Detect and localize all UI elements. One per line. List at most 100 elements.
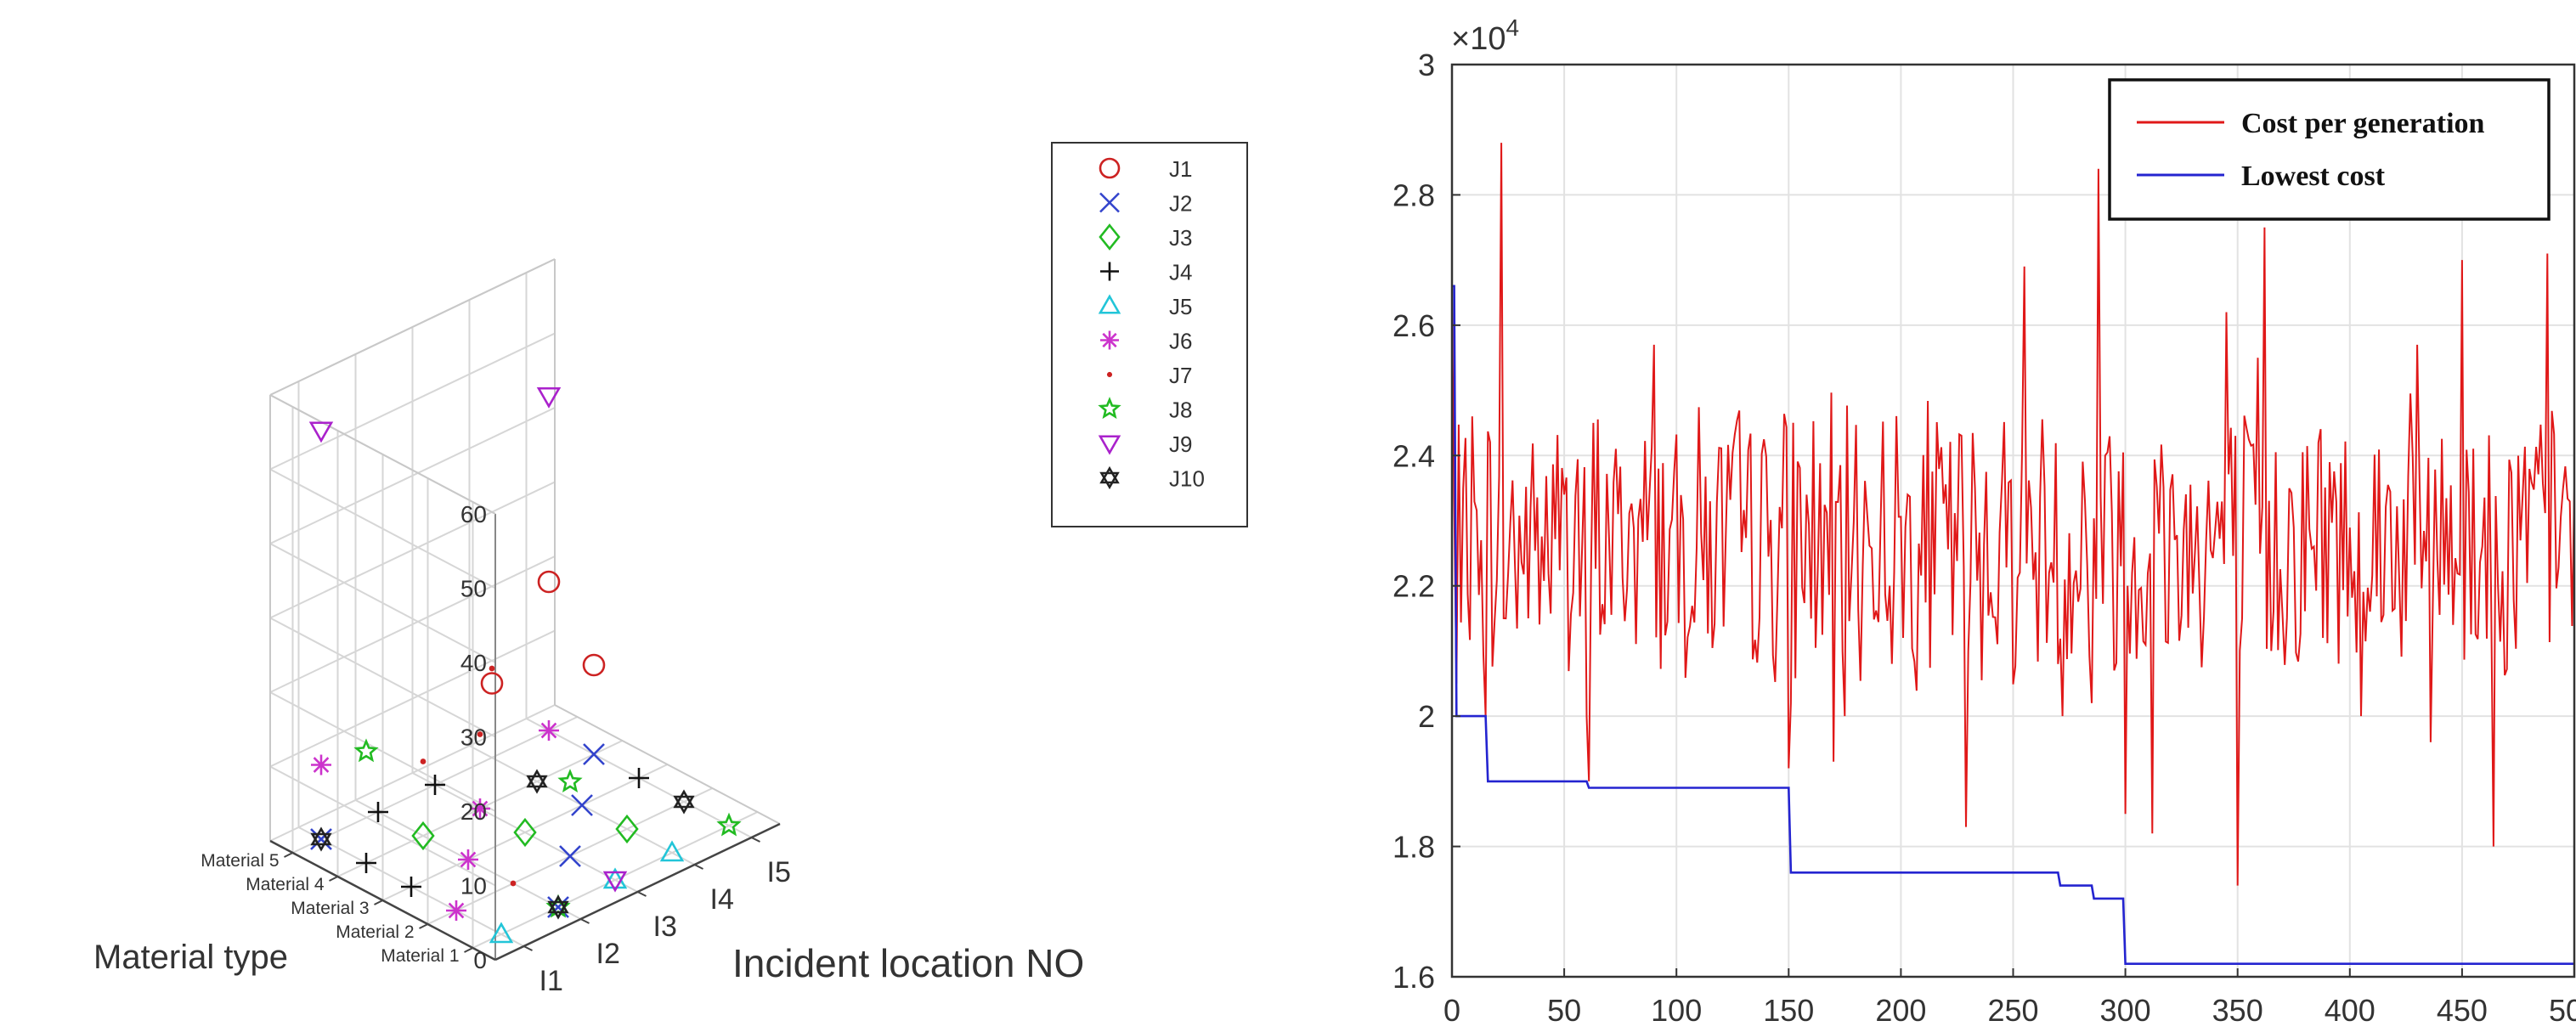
back-wall-grid-line [269, 555, 556, 693]
marker-j10 [526, 769, 548, 794]
marker-j3 [513, 817, 537, 848]
y-tick-label: Material 2 [336, 922, 414, 942]
legend-marker [1098, 435, 1121, 455]
line-tick-labels: 0 50 100 150 200 250 300 350 400 450 500 1.6 1.8 2 2.2… [1393, 48, 2576, 1028]
y-tick-mark [374, 899, 383, 905]
x-tick-mark [694, 864, 703, 870]
marker-j5 [489, 922, 514, 944]
marker-shape [477, 731, 483, 737]
y-tick-mark [419, 923, 428, 929]
y-tick-label: 2.6 [1393, 308, 1435, 343]
box-edge [269, 394, 496, 515]
marker-j2 [547, 896, 569, 918]
legend-marker [1099, 465, 1120, 490]
plot-frame [1450, 63, 2576, 978]
x-tick-label: I2 [596, 938, 620, 970]
x-tick-label: 450 [2437, 993, 2488, 1028]
x-tick-label: 400 [2325, 993, 2375, 1028]
z-tick-label: 0 [473, 947, 487, 973]
back-wall-grid-line [269, 407, 556, 544]
y-tick-label: Material 1 [381, 946, 459, 966]
marker-j10 [547, 894, 569, 920]
legend-label: J8 [1169, 398, 1192, 423]
marker-shape [537, 570, 561, 594]
marker-shape [602, 871, 628, 893]
marker-stroke [547, 896, 569, 918]
svg-text:×104: ×104 [1451, 14, 1519, 57]
marker-shape [547, 894, 569, 914]
marker-shape [659, 840, 685, 862]
marker-j4 [356, 853, 376, 873]
scatter3d-axes [269, 258, 781, 962]
marker-shape [1098, 435, 1121, 455]
scatter3d-markers [308, 386, 742, 944]
scatter3d-grid [269, 258, 758, 961]
legend-label: J2 [1169, 191, 1192, 217]
x-tick-label: 150 [1763, 993, 1814, 1028]
marker-stroke [460, 851, 477, 868]
z-tick-label: 30 [460, 725, 487, 751]
marker-stroke [448, 902, 465, 919]
line-axes-frame [1450, 63, 2576, 978]
back-wall-grid-line [269, 481, 556, 619]
side-wall-grid-line [269, 691, 496, 812]
marker-stroke [1099, 192, 1120, 213]
marker-j1 [582, 653, 606, 677]
x-tick-label: I4 [710, 883, 734, 916]
marker-shape [489, 922, 514, 944]
marker-j7 [510, 880, 517, 887]
marker-shape [1099, 157, 1121, 179]
x-tick-label: 500 [2549, 993, 2576, 1028]
marker-j3 [615, 814, 639, 844]
marker-j6 [446, 900, 466, 921]
marker-j9 [536, 386, 562, 409]
marker-shape [615, 814, 639, 844]
marker-stroke [1102, 332, 1117, 348]
back-wall-grid-line [269, 332, 556, 471]
y-tick-mark [329, 876, 338, 882]
y-tick-mark [284, 852, 293, 858]
legend-marker [1099, 223, 1121, 251]
legend-marker [1099, 192, 1120, 213]
y-tick-label: 2 [1418, 699, 1435, 734]
marker-j2 [583, 743, 605, 765]
marker-j10 [310, 826, 332, 852]
x-tick-label: I5 [767, 856, 791, 888]
marker-j8 [557, 769, 583, 792]
x-axis-label: Incident location NO [732, 941, 1084, 985]
y-tick-label: Material 3 [291, 899, 369, 918]
marker-j8 [353, 738, 379, 763]
legend-label: Lowest cost [2241, 161, 2386, 192]
marker-j6 [458, 849, 478, 870]
marker-j5 [602, 867, 628, 889]
x-tick-label: I3 [653, 911, 677, 943]
marker-shape [602, 867, 628, 889]
x-tick-mark [523, 945, 533, 951]
side-wall-grid-line [269, 543, 496, 663]
marker-shape [420, 758, 427, 764]
y-tick-mark [464, 947, 473, 953]
marker-j2 [559, 845, 581, 867]
marker-stroke [313, 757, 330, 773]
x-tick-label: I1 [539, 965, 563, 997]
legend-label: J9 [1169, 431, 1192, 457]
marker-stroke [571, 794, 593, 816]
marker-j7 [489, 665, 495, 672]
marker-j6 [470, 798, 490, 819]
marker-shape [557, 769, 583, 792]
marker-j5 [659, 840, 685, 862]
marker-shape [1098, 397, 1121, 420]
marker-shape [513, 817, 537, 848]
marker-j1 [537, 570, 561, 594]
marker-shape [489, 665, 495, 672]
side-wall-grid-line [269, 617, 496, 738]
legend-marker [1098, 397, 1121, 420]
marker-stroke [559, 845, 581, 867]
scatter3d-tick-labels: I1 I2 I3 I4 I5 Material 1 Material 2 Material 3… [201, 501, 791, 997]
marker-j10 [673, 789, 695, 815]
y-tick-label: Material 5 [201, 851, 279, 871]
legend-label: J7 [1169, 363, 1192, 388]
marker-j4 [629, 768, 649, 788]
legend-label: J6 [1169, 329, 1192, 354]
y-tick-label: 3 [1418, 48, 1435, 82]
